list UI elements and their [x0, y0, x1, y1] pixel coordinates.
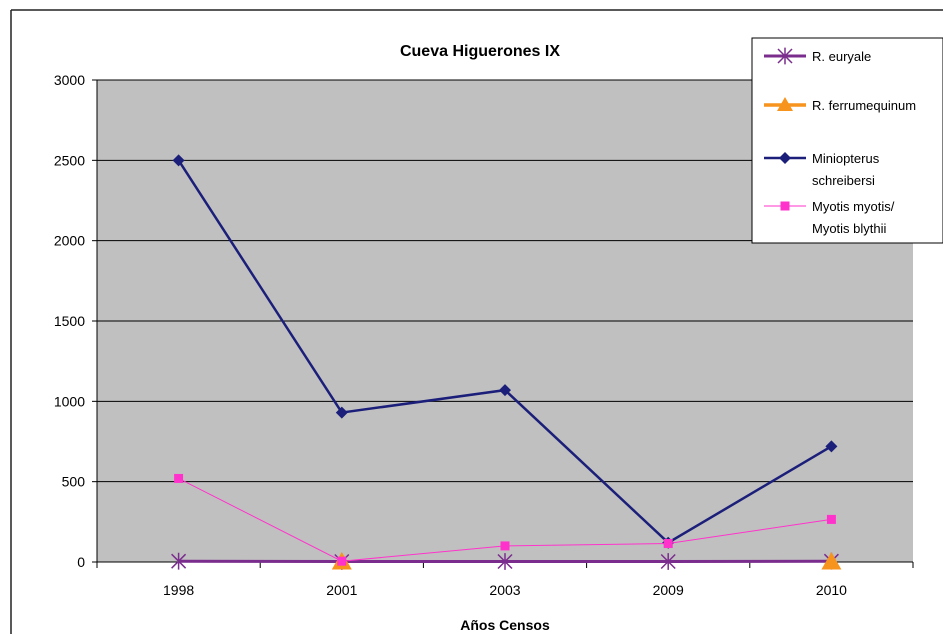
y-tick-label: 2500 — [54, 152, 85, 168]
x-tick-label: 2001 — [326, 582, 357, 598]
x-tick-label: 2009 — [653, 582, 684, 598]
legend: R. euryale R. ferrumequinum Miniopterus sch… — [752, 38, 943, 243]
legend-label: Myotis blythii — [812, 221, 887, 236]
x-axis-title: Años Censos — [460, 617, 550, 633]
y-tick-label: 500 — [62, 474, 86, 490]
data-point-square — [781, 202, 790, 211]
x-tick-label: 1998 — [163, 582, 194, 598]
data-point-square — [501, 541, 510, 550]
data-point-square — [337, 557, 346, 566]
legend-label: R. euryale — [812, 49, 871, 64]
legend-label: schreibersi — [812, 173, 875, 188]
data-point-square — [174, 474, 183, 483]
legend-label: Miniopterus — [812, 151, 880, 166]
chart-title: Cueva Higuerones IX — [400, 43, 560, 60]
data-point-square — [664, 539, 673, 548]
x-tick-label: 2010 — [816, 582, 847, 598]
y-tick-label: 2000 — [54, 233, 85, 249]
legend-label: R. ferrumequinum — [812, 98, 916, 113]
y-tick-label: 1500 — [54, 313, 85, 329]
legend-label: Myotis myotis/ — [812, 199, 895, 214]
y-tick-label: 0 — [77, 554, 85, 570]
x-tick-label: 2003 — [489, 582, 520, 598]
y-tick-label: 1000 — [54, 393, 85, 409]
y-tick-label: 3000 — [54, 72, 85, 88]
data-point-square — [827, 515, 836, 524]
legend-entry-0: R. euryale — [764, 48, 871, 65]
